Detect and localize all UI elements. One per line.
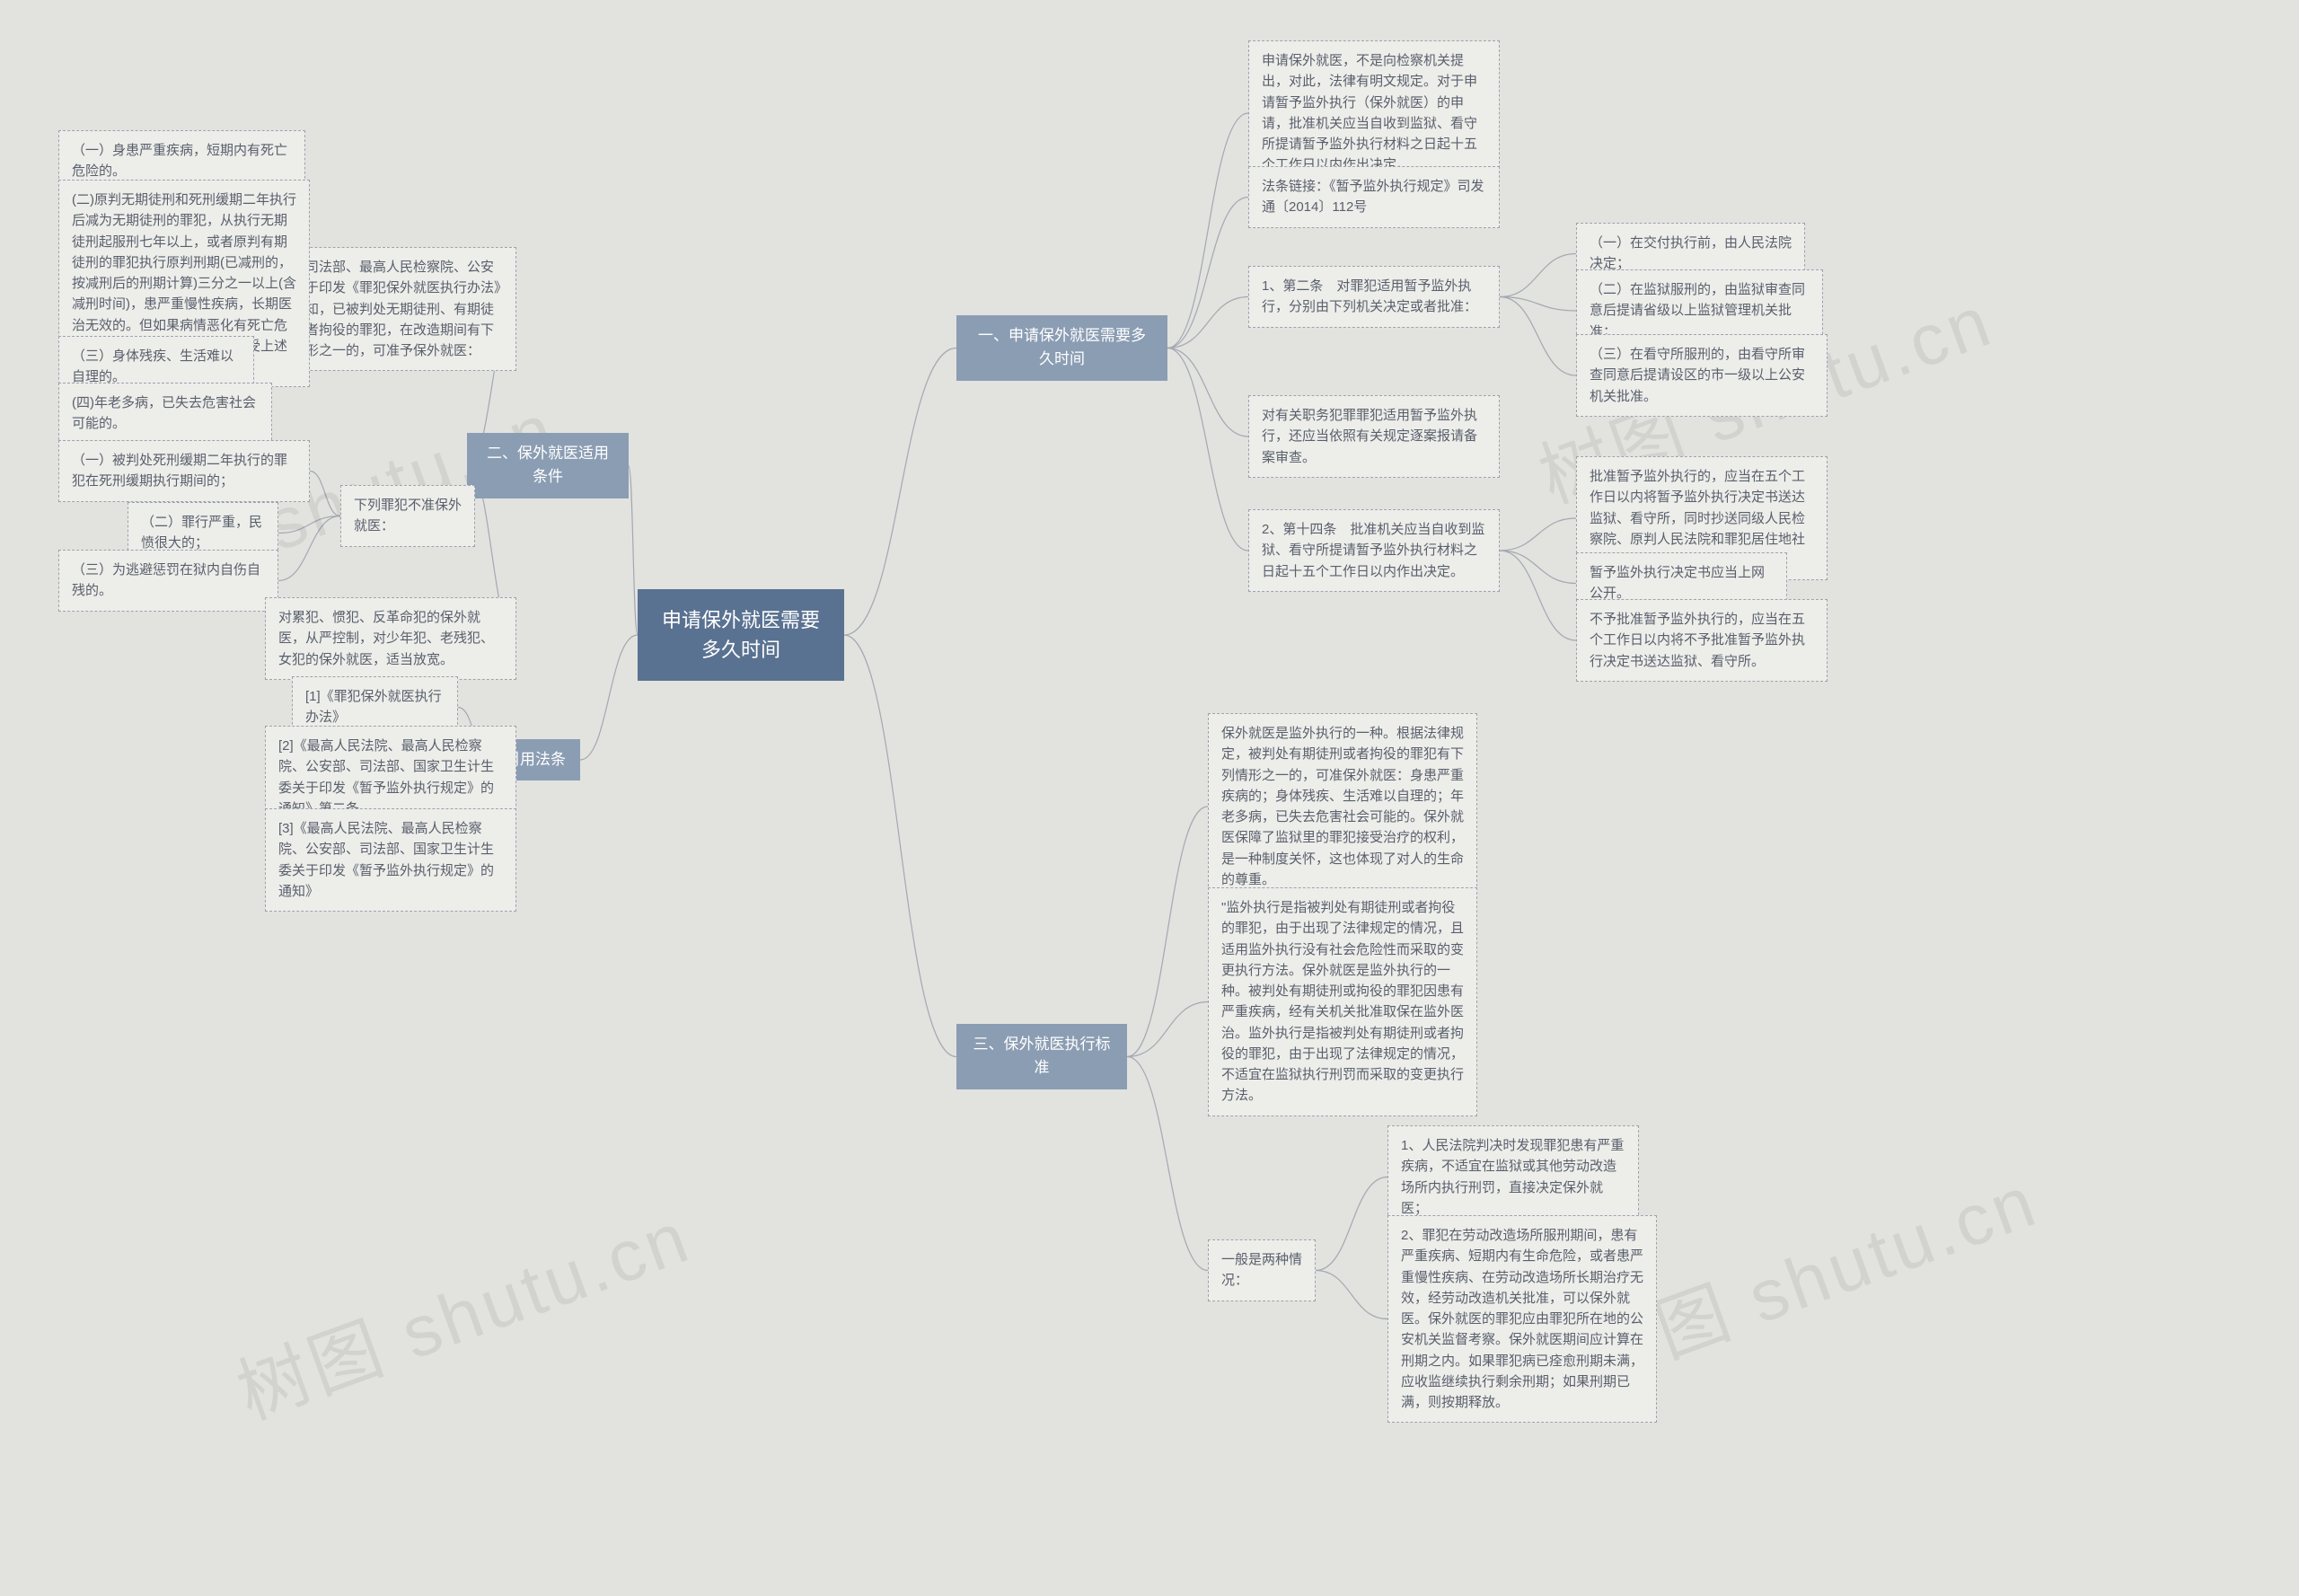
node-b1_5: 2、第十四条 批准机关应当自收到监狱、看守所提请暂予监外执行材料之日起十五个工作… [1248, 509, 1500, 592]
node-text: 保外就医是监外执行的一种。根据法律规定，被判处有期徒刑或者拘役的罪犯有下列情形之… [1221, 726, 1464, 887]
node-text: 对累犯、惯犯、反革命犯的保外就医，从严控制，对少年犯、老残犯、女犯的保外就医，适… [278, 610, 494, 667]
node-text: 一般是两种情况： [1221, 1252, 1302, 1288]
mindmap-canvas: 树图 shutu.cn树图 shutu.cn树图 shutu.cn树图 shut… [0, 0, 2299, 1596]
node-text: 法条链接：《暂予监外执行规定》司发通〔2014〕112号 [1262, 179, 1484, 215]
node-text: 下列罪犯不准保外就医： [354, 498, 462, 533]
node-b3_1: 保外就医是监外执行的一种。根据法律规定，被判处有期徒刑或者拘役的罪犯有下列情形之… [1208, 713, 1477, 900]
node-text: 根据司法部、最高人民检察院、公安部关于印发《罪犯保外就医执行办法》的通知，已被判… [278, 260, 501, 358]
node-b1_4: 对有关职务犯罪罪犯适用暂予监外执行，还应当依照有关规定逐案报请备案审查。 [1248, 395, 1500, 478]
node-root: 申请保外就医需要多久时间 [638, 589, 844, 681]
node-b1: 一、申请保外就医需要多久时间 [956, 315, 1167, 381]
node-b1_5_3: 不予批准暂予监外执行的，应当在五个工作日以内将不予批准暂予监外执行决定书送达监狱… [1576, 599, 1828, 682]
watermark: 树图 shutu.cn [221, 1179, 702, 1440]
node-b2_2_1: （一）被判处死刑缓期二年执行的罪犯在死刑缓期执行期间的； [58, 440, 310, 502]
node-text: "监外执行是指被判处有期徒刑或者拘役的罪犯，由于出现了法律规定的情况，且适用监外… [1221, 900, 1464, 1103]
node-b4_3: [3]《最高人民法院、最高人民检察院、公安部、司法部、国家卫生计生委关于印发《暂… [265, 808, 516, 912]
node-b2_2: 下列罪犯不准保外就医： [340, 485, 475, 547]
node-b3_3_2: 2、罪犯在劳动改造场所服刑期间，患有严重疾病、短期内有生命危险，或者患严重慢性疾… [1387, 1215, 1657, 1423]
node-text: （一）身患严重疾病，短期内有死亡危险的。 [72, 143, 287, 179]
node-text: （三）在看守所服刑的，由看守所审查同意后提请设区的市一级以上公安机关批准。 [1590, 347, 1805, 404]
node-text: 1、第二条 对罪犯适用暂予监外执行，分别由下列机关决定或者批准： [1262, 278, 1477, 314]
node-b3_3: 一般是两种情况： [1208, 1239, 1316, 1301]
node-text: 1、人民法院判决时发现罪犯患有严重疾病，不适宜在监狱或其他劳动改造场所内执行刑罚… [1401, 1138, 1624, 1216]
node-text: [1]《罪犯保外就医执行办法》 [305, 689, 442, 725]
node-b1_3: 1、第二条 对罪犯适用暂予监外执行，分别由下列机关决定或者批准： [1248, 266, 1500, 328]
node-b1_3_3: （三）在看守所服刑的，由看守所审查同意后提请设区的市一级以上公安机关批准。 [1576, 334, 1828, 417]
node-text: 一、申请保外就医需要多久时间 [978, 327, 1146, 367]
node-text: 申请保外就医，不是向检察机关提出，对此，法律有明文规定。对于申请暂予监外执行（保… [1262, 53, 1477, 172]
node-text: 2、罪犯在劳动改造场所服刑期间，患有严重疾病、短期内有生命危险，或者患严重慢性疾… [1401, 1228, 1643, 1410]
node-text: 2、第十四条 批准机关应当自收到监狱、看守所提请暂予监外执行材料之日起十五个工作… [1262, 522, 1484, 579]
node-text: （三）身体残疾、生活难以自理的。 [72, 348, 233, 384]
node-b1_2: 法条链接：《暂予监外执行规定》司发通〔2014〕112号 [1248, 166, 1500, 228]
node-text: 三、保外就医执行标准 [973, 1036, 1111, 1076]
node-text: （二）罪行严重，民愤很大的； [141, 515, 262, 551]
node-text: （三）为逃避惩罚在狱内自伤自残的。 [72, 562, 260, 598]
node-b3: 三、保外就医执行标准 [956, 1024, 1127, 1089]
node-text: （一）在交付执行前，由人民法院决定； [1590, 235, 1792, 271]
node-b2_2_3: （三）为逃避惩罚在狱内自伤自残的。 [58, 550, 278, 612]
node-text: （二）在监狱服刑的，由监狱审查同意后提请省级以上监狱管理机关批准； [1590, 282, 1805, 339]
node-b2_1_4: (四)年老多病，已失去危害社会可能的。 [58, 383, 272, 445]
node-text: 二、保外就医适用条件 [487, 445, 609, 485]
node-text: (四)年老多病，已失去危害社会可能的。 [72, 395, 256, 431]
node-b3_2: "监外执行是指被判处有期徒刑或者拘役的罪犯，由于出现了法律规定的情况，且适用监外… [1208, 887, 1477, 1116]
node-text: 对有关职务犯罪罪犯适用暂予监外执行，还应当依照有关规定逐案报请备案审查。 [1262, 408, 1477, 465]
node-b2_3: 对累犯、惯犯、反革命犯的保外就医，从严控制，对少年犯、老残犯、女犯的保外就医，适… [265, 597, 516, 680]
node-b2: 二、保外就医适用条件 [467, 433, 629, 498]
node-text: [2]《最高人民法院、最高人民检察院、公安部、司法部、国家卫生计生委关于印发《暂… [278, 738, 494, 816]
node-text: 暂予监外执行决定书应当上网公开。 [1590, 565, 1765, 601]
node-text: 申请保外就医需要多久时间 [662, 609, 820, 661]
node-text: 不予批准暂予监外执行的，应当在五个工作日以内将不予批准暂予监外执行决定书送达监狱… [1590, 612, 1805, 669]
node-b3_3_1: 1、人民法院判决时发现罪犯患有严重疾病，不适宜在监狱或其他劳动改造场所内执行刑罚… [1387, 1125, 1639, 1229]
node-b1_1: 申请保外就医，不是向检察机关提出，对此，法律有明文规定。对于申请暂予监外执行（保… [1248, 40, 1500, 186]
node-text: （一）被判处死刑缓期二年执行的罪犯在死刑缓期执行期间的； [72, 453, 287, 489]
node-text: [3]《最高人民法院、最高人民检察院、公安部、司法部、国家卫生计生委关于印发《暂… [278, 821, 494, 899]
